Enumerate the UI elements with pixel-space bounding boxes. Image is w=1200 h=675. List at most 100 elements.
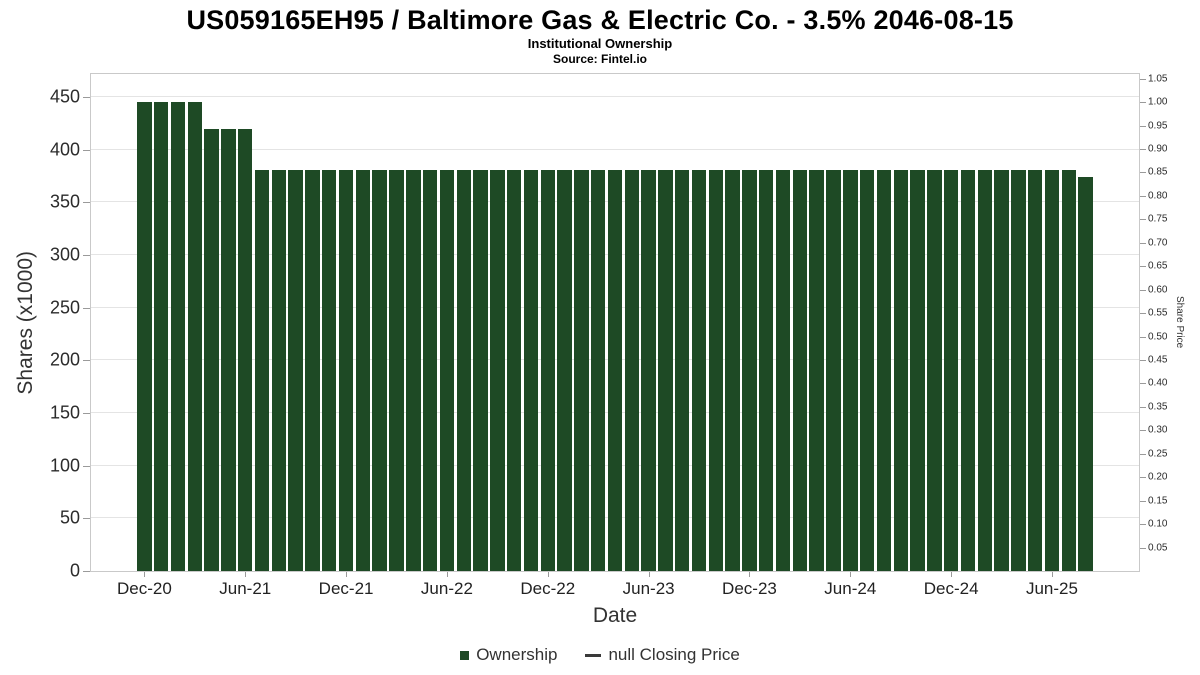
y-axis-tick-label-right: 0.85 [1148,166,1168,178]
y-axis-tick-label-right: 0.80 [1148,190,1168,202]
y-axis-tick-label-right: 0.20 [1148,471,1168,483]
ownership-bar [490,169,505,571]
gridline [91,96,1139,98]
ownership-bar [338,169,354,571]
y-axis-tick-labels-left: 0 50 100 150 200 250 300 350 400 450 [0,74,80,581]
ownership-bar [1027,169,1043,571]
ownership-bar [221,128,236,571]
x-axis-tickmark [446,572,448,577]
y-axis-tick-label-left: 450 [49,86,80,107]
ownership-bar [1078,177,1093,571]
y-axis-tickmark-right [1140,242,1146,244]
legend-item-ownership[interactable]: Ownership [460,645,557,665]
x-axis-tickmark [547,572,549,577]
y-axis-tickmark-right [1140,125,1146,127]
ownership-bar [406,169,421,571]
ownership-bar [170,102,186,571]
ownership-bar [927,169,942,571]
legend-label-closing-price: null Closing Price [608,645,740,664]
y-axis-tickmark-right [1140,406,1146,408]
y-axis-tickmarks-left [83,74,90,572]
ownership-bar [691,169,707,571]
ownership-bar [1061,169,1076,571]
y-axis-tick-label-left: 250 [49,297,80,318]
ownership-bar [288,169,303,571]
x-axis-tickmark [346,572,348,577]
y-axis-tick-label-left: 150 [49,402,80,423]
x-axis-tick-label: Dec-21 [318,579,374,598]
chart-subtitle: Institutional Ownership [527,36,673,51]
ownership-bar [187,102,203,571]
x-axis-tick-label: Jun-23 [622,579,675,598]
ownership-bar [742,169,757,571]
x-axis-tick-label: Jun-24 [824,579,877,598]
ownership-bar [658,169,673,571]
x-axis-title: Date [592,604,638,627]
y-axis-tickmark-right [1140,266,1146,268]
chart-title: US059165EH95 / Baltimore Gas & Electric … [186,5,1014,35]
y-axis-tick-label-left: 300 [49,244,80,265]
y-axis-tick-label-right: 0.75 [1148,213,1168,225]
ownership-bar [893,169,908,571]
ownership-bar [708,169,724,571]
y-axis-tickmarks-right [1140,74,1146,571]
y-axis-tick-label-right: 0.40 [1148,377,1168,389]
legend: Ownership null Closing Price [0,645,1200,665]
x-axis-tickmark [749,572,751,577]
ownership-bar [859,169,875,571]
ownership-bar [759,169,774,571]
y-axis-tick-label-left: 400 [49,139,80,160]
y-axis-tickmark-right [1140,172,1146,174]
y-axis-tickmark-right [1140,149,1146,151]
x-axis-tick-label: Jun-21 [219,579,272,598]
legend-item-closing-price[interactable]: null Closing Price [585,645,740,665]
ownership-bar [355,169,371,571]
y-axis-tickmark-left [83,571,90,572]
ownership-bar [204,128,219,571]
closing-price-line-icon [585,653,602,657]
y-axis-tickmark-left [83,97,90,99]
y-axis-tickmark-right [1140,524,1146,526]
y-axis-tick-label-right: 0.70 [1148,237,1168,249]
y-axis-tick-label-left: 200 [49,349,80,370]
y-axis-tickmark-right [1140,102,1146,104]
y-axis-tickmark-right [1140,289,1146,291]
y-axis-tickmark-right [1140,383,1146,385]
legend-label-ownership: Ownership [476,645,558,664]
y-axis-tick-label-right: 0.45 [1148,354,1168,366]
ownership-bar [322,169,337,571]
ownership-bar [624,169,639,571]
ownership-bar [473,169,488,571]
ownership-bar [607,169,623,571]
ownership-bar [725,169,740,571]
y-axis-tick-label-right: 0.10 [1148,518,1168,530]
y-axis-tick-label-right: 0.55 [1148,307,1168,319]
ownership-bar [675,169,690,571]
ownership-bar [809,169,824,571]
y-axis-tickmark-left [83,149,90,151]
y-axis-tickmark-left [83,360,90,362]
ownership-bar [456,169,471,571]
y-axis-tickmark-left [83,307,90,309]
x-axis-tickmark [951,572,953,577]
y-axis-tick-label-right: 1.00 [1148,96,1168,108]
x-axis-tickmark [1051,572,1053,577]
ownership-bar [422,169,438,571]
y-axis-tickmark-left [83,518,90,520]
y-axis-tick-label-right: 0.65 [1148,260,1168,272]
x-axis-tick-label: Dec-22 [520,579,576,598]
ownership-bar [1044,169,1060,571]
ownership-bar [271,169,287,571]
gridline [91,148,1139,150]
x-axis-tick-label: Dec-23 [722,579,777,598]
ownership-bar [540,169,555,571]
y-axis-tickmark-right [1140,360,1146,361]
y-axis-tickmark-right [1140,547,1146,549]
ownership-bar [523,169,539,571]
ownership-swatch-icon [460,650,470,660]
ownership-bar [238,128,253,571]
ownership-bar [977,169,992,571]
ownership-bar [876,169,892,571]
y-axis-tick-label-right: 0.90 [1148,143,1168,155]
x-axis-tick-labels: Dec-20 Jun-21 Dec-21 Jun-22 Dec-22 Jun-23 Dec-… [91,572,1139,600]
